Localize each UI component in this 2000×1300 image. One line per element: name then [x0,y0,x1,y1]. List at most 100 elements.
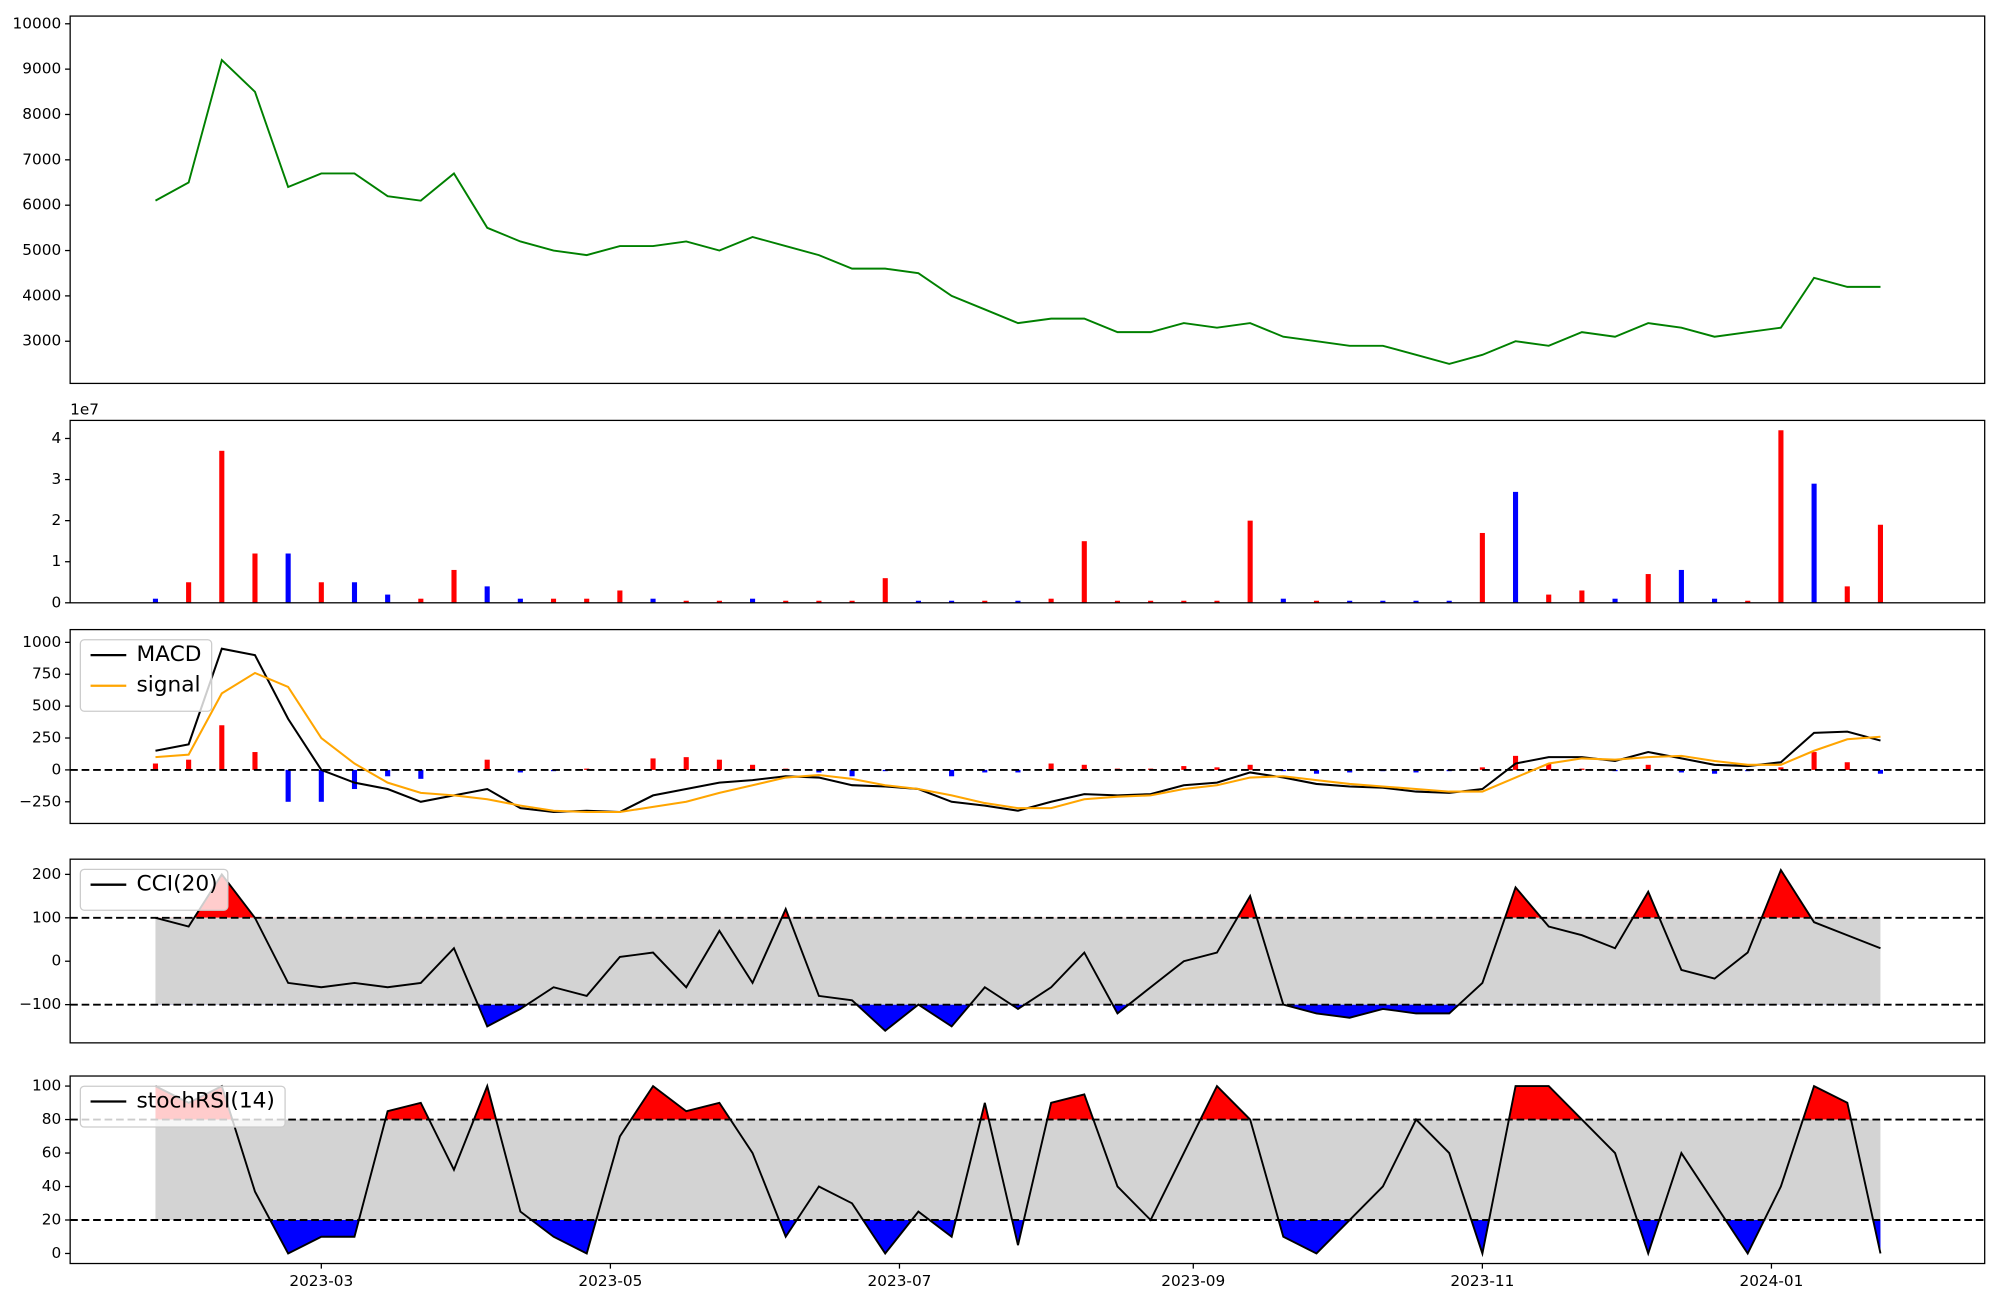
legend: stochRSI(14) [79,1085,286,1128]
histogram-bar [1645,764,1651,770]
volume-bar [1678,569,1684,603]
volume-bar [1844,586,1850,603]
volume-bar [1413,600,1419,603]
y-tick-label: 9000 [22,60,61,78]
volume-bar [1778,430,1784,603]
histogram-bar [1877,769,1883,774]
volume-bar [385,594,391,603]
panel: −250 0 250 500 750 1000 MACD signal [19,628,1986,825]
y-tick-label: 0 [51,593,61,611]
axes-frame [69,15,1986,385]
volume-bar [584,598,590,603]
y-tick-label: 2 [51,511,61,529]
y-tick-label: 200 [32,865,61,883]
histogram-bar [1048,763,1054,770]
x-tick-label: 2023-05 [578,1272,642,1290]
histogram-bar [584,768,590,770]
histogram-bar [318,769,324,802]
histogram-bar [351,769,358,790]
y-tick-label: −250 [19,792,61,810]
volume-bar [716,600,722,603]
y-tick-label: −100 [19,995,61,1013]
histogram-bar [152,763,159,770]
y-tick-label: 20 [42,1210,61,1228]
axes-frame [69,1075,1986,1265]
histogram-bar [1081,764,1087,770]
histogram-bar [252,752,258,770]
histogram-bar [1347,769,1353,773]
legend: CCI(20) [79,868,229,911]
volume-bar [285,553,291,603]
volume-bar [1612,598,1618,603]
y-tick-label: 60 [42,1144,61,1162]
histogram-bar [1313,769,1320,774]
oversold-fill [155,1219,1881,1254]
price-line [155,58,1881,365]
volume-bar [418,598,424,603]
y-tick-label: 8000 [22,105,61,123]
band-fill [155,917,1881,1005]
legend-label: MACD [136,642,201,667]
y-tick-label: 3 [51,470,61,488]
histogram-bar [1479,767,1485,770]
x-tick-label: 2023-09 [1161,1272,1225,1290]
y-tick-label: 750 [32,665,61,683]
indicator-line [155,647,1881,814]
volume-bar [484,586,490,603]
legend: MACD signal [79,639,213,712]
volume-bar [949,600,955,603]
indicator-line [155,671,1881,814]
panel: −100 0 100 200 CCI(20) [19,858,1986,1044]
legend-box [79,1085,286,1128]
y-tick-label: 5000 [22,241,61,259]
y-tick-label: 1000 [22,633,61,651]
histogram-bar [849,769,855,777]
volume-bar [617,590,623,603]
offset-label: 1e7 [70,401,99,419]
histogram-bar [1247,764,1253,770]
volume-bar [1712,598,1718,603]
y-tick-label: 7000 [22,150,61,168]
volume-bar [750,598,756,603]
legend-label: CCI(20) [136,872,217,897]
histogram-bar [816,769,822,773]
histogram-bar [1579,768,1585,770]
volume-bar [351,582,358,603]
histogram-bar [750,764,756,770]
legend-label: signal [136,673,200,698]
histogram-bar [418,769,424,779]
histogram-bar [1546,763,1552,770]
x-tick-label: 2023-03 [289,1272,353,1290]
volume-bar [1479,532,1485,603]
volume-bar [1247,520,1253,603]
y-tick-label: 100 [32,1077,61,1095]
volume-bar [252,553,258,603]
volume-bar [1280,598,1286,603]
histogram-bar [1015,769,1021,773]
volume-bar [1181,600,1187,603]
volume-bar [1877,524,1883,603]
indicator-line [155,1083,1882,1258]
legend-box [79,639,213,712]
y-tick-label: 1 [51,552,61,570]
y-tick-label: 0 [51,1244,61,1262]
y-tick-label: 40 [42,1177,61,1195]
y-tick-label: 250 [32,729,61,747]
volume-bar [1446,600,1452,603]
y-tick-label: 80 [42,1110,61,1128]
volume-bar [1048,598,1054,603]
histogram-bar [285,769,291,802]
volume-bar [849,600,855,603]
panel: 0 1 2 3 4 1e7 [51,401,1986,611]
y-tick-label: 0 [51,760,61,778]
histogram-bar [219,725,225,770]
histogram-bar [385,769,391,777]
volume-bar [1745,600,1751,603]
histogram-bar [484,759,490,770]
volume-bar [915,600,921,603]
panel: 0 20 40 60 80 100 2023-03 2023-05 2023-07 2023-09… [32,1075,1986,1290]
volume-bar [1811,483,1817,603]
oversold-fill [155,1004,1881,1031]
y-tick-label: 0 [51,952,61,970]
